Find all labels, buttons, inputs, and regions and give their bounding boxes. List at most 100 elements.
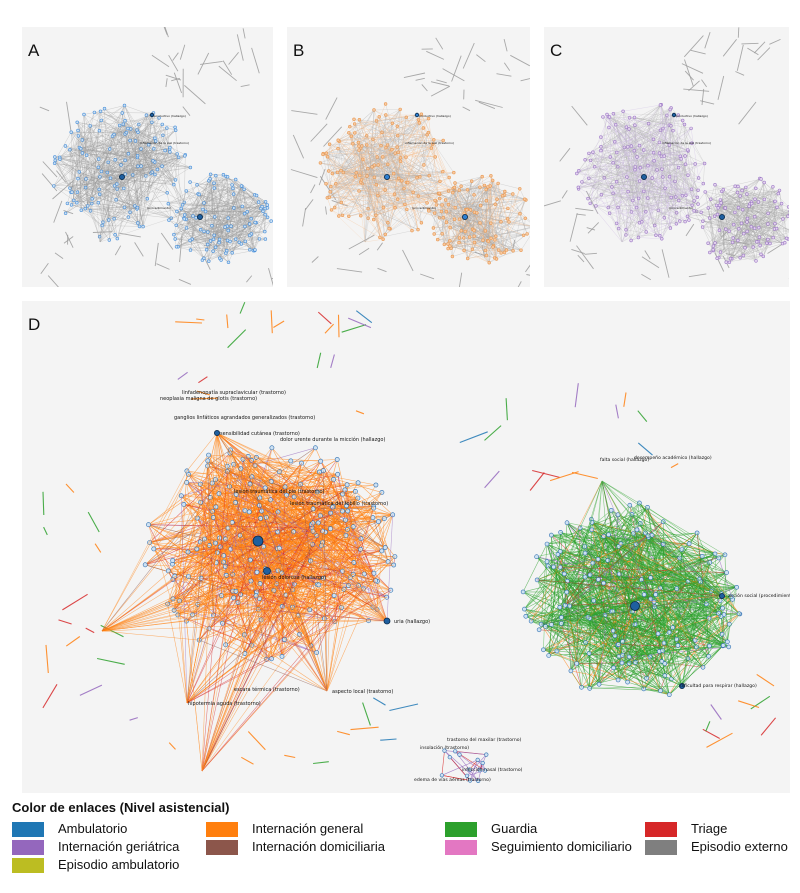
network-node xyxy=(680,194,685,198)
network-edge xyxy=(432,144,454,189)
network-edge xyxy=(749,182,765,205)
network-edge xyxy=(98,202,115,219)
network-edge xyxy=(348,132,391,229)
isolated-edge xyxy=(571,471,598,480)
network-edge xyxy=(149,479,216,543)
network-edge xyxy=(323,549,361,579)
network-edge xyxy=(282,589,391,607)
isolated-edge xyxy=(753,41,766,54)
network-edge xyxy=(624,130,661,148)
network-edge xyxy=(53,155,87,187)
network-node xyxy=(114,198,118,202)
hub-edge xyxy=(591,177,699,188)
isolated-edge xyxy=(313,761,329,765)
network-edge xyxy=(595,205,647,233)
network-edge xyxy=(624,147,676,182)
network-edge xyxy=(616,115,668,224)
network-node xyxy=(247,222,252,226)
network-edge xyxy=(154,155,185,175)
network-edge xyxy=(184,154,186,203)
network-node xyxy=(518,187,522,191)
network-node xyxy=(683,162,688,166)
network-node xyxy=(347,131,351,135)
network-node xyxy=(211,237,216,242)
network-edge xyxy=(181,208,233,253)
network-edge xyxy=(714,190,743,244)
network-node xyxy=(329,208,334,212)
network-edge xyxy=(137,115,147,133)
isolated-edge xyxy=(341,324,367,333)
network-node xyxy=(97,128,102,133)
network-edge xyxy=(734,212,762,255)
network-edge xyxy=(162,135,178,155)
network-edge xyxy=(85,171,102,188)
isolated-edge xyxy=(337,314,340,338)
network-edge xyxy=(59,127,176,160)
hub-node xyxy=(461,213,468,220)
network-node xyxy=(390,147,394,152)
network-edge xyxy=(638,237,662,239)
network-edge xyxy=(153,148,185,203)
hub-edge xyxy=(588,153,623,243)
hub-node xyxy=(718,213,725,220)
network-node xyxy=(71,198,76,203)
network-graph-a: productivo (hallazgo)inflamación de la p… xyxy=(39,27,273,287)
network-edge xyxy=(203,231,209,262)
isolated-edge xyxy=(54,252,64,259)
network-node xyxy=(120,111,125,115)
network-edge xyxy=(500,221,522,251)
network-edge xyxy=(702,221,768,240)
network-edge xyxy=(385,189,413,231)
network-edge xyxy=(161,166,168,193)
network-node xyxy=(324,151,329,155)
network-node xyxy=(334,457,340,462)
isolated-edge xyxy=(311,256,319,263)
network-edge xyxy=(332,173,384,240)
network-edge xyxy=(69,149,172,219)
network-node xyxy=(656,208,661,213)
isolated-edge xyxy=(415,77,425,81)
network-edge xyxy=(203,185,242,204)
hub-edge xyxy=(320,114,416,164)
network-edge xyxy=(145,564,279,571)
network-edge xyxy=(173,229,201,235)
network-node xyxy=(681,118,685,123)
network-node xyxy=(191,214,195,218)
network-node xyxy=(269,219,273,223)
network-node xyxy=(77,170,81,174)
network-edge xyxy=(199,186,242,195)
network-node xyxy=(146,522,151,528)
panel-label-b: B xyxy=(293,41,305,60)
isolated-edge xyxy=(42,161,58,178)
network-node xyxy=(745,216,750,221)
network-edge xyxy=(647,160,655,199)
network-node xyxy=(354,171,358,175)
network-edge xyxy=(155,141,158,170)
network-node xyxy=(58,157,62,162)
network-node xyxy=(491,245,495,249)
network-node xyxy=(142,562,148,568)
network-node xyxy=(339,168,343,173)
network-edge xyxy=(702,226,721,253)
hub-node xyxy=(119,173,126,180)
network-node xyxy=(434,203,439,207)
network-node xyxy=(679,157,683,161)
network-edge xyxy=(482,193,513,241)
isolated-edge xyxy=(420,273,435,280)
hub-edge xyxy=(79,114,151,173)
network-node xyxy=(750,201,754,206)
node-group xyxy=(685,176,789,265)
network-node xyxy=(592,165,597,169)
network-edge xyxy=(86,155,144,227)
network-node xyxy=(221,173,226,177)
network-edge xyxy=(148,483,201,525)
network-node xyxy=(465,188,470,192)
isolated-edge xyxy=(347,317,372,329)
hub-edge xyxy=(334,156,407,188)
network-node xyxy=(747,204,751,208)
isolated-edge xyxy=(251,47,260,74)
network-node xyxy=(88,209,93,213)
node-label: productivo (hallazgo) xyxy=(154,114,186,118)
network-edge xyxy=(434,213,445,245)
network-node xyxy=(248,233,252,238)
